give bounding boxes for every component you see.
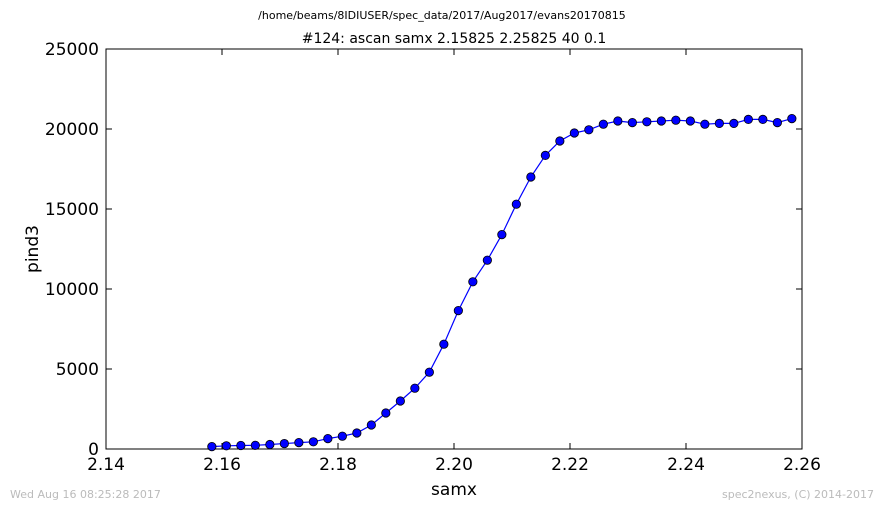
data-point <box>279 438 289 449</box>
data-point <box>700 119 710 129</box>
x-axis: 2.14 2.16 2.18 2.20 2.22 2.24 2.26 <box>87 49 821 475</box>
data-point <box>743 114 753 125</box>
data-point <box>439 339 449 349</box>
data-point <box>221 441 231 451</box>
x-axis-label: samx <box>431 480 477 500</box>
data-point <box>337 431 347 441</box>
y-axis-label: pind3 <box>23 225 43 273</box>
file-path: /home/beams/8IDIUSER/spec_data/2017/Aug2… <box>258 9 626 22</box>
series-line <box>211 118 793 448</box>
data-point <box>424 367 434 377</box>
data-point <box>482 255 492 265</box>
data-point <box>685 116 695 126</box>
data-point <box>729 118 739 129</box>
data-point <box>265 439 275 450</box>
y-tick-label: 15000 <box>45 200 99 220</box>
x-tick-label: 2.14 <box>87 455 125 475</box>
series-pind3 <box>207 114 797 452</box>
y-tick-label: 10000 <box>45 280 99 300</box>
data-point <box>250 440 260 450</box>
data-point <box>613 116 623 126</box>
data-point <box>323 433 333 444</box>
data-point <box>584 125 594 135</box>
y-tick-label: 5000 <box>56 360 99 380</box>
data-point <box>642 117 652 127</box>
data-point <box>410 383 420 393</box>
data-point <box>381 408 391 418</box>
data-point <box>294 437 304 448</box>
data-point <box>627 118 637 128</box>
data-point <box>395 396 405 406</box>
x-tick-label: 2.20 <box>435 455 473 475</box>
data-point <box>555 136 565 146</box>
data-point <box>511 199 521 209</box>
timestamp: Wed Aug 16 08:25:28 2017 <box>10 488 161 501</box>
data-point <box>366 420 376 430</box>
credit: spec2nexus, (C) 2014-2017 <box>722 488 874 501</box>
x-tick-label: 2.26 <box>783 455 821 475</box>
chart-title: #124: ascan samx 2.15825 2.25825 40 0.1 <box>302 31 607 47</box>
data-point <box>236 440 246 451</box>
data-point <box>714 118 724 129</box>
data-point <box>453 305 463 316</box>
x-tick-label: 2.16 <box>203 455 241 475</box>
y-axis: 0 5000 10000 15000 20000 25000 <box>45 40 802 460</box>
x-tick-label: 2.22 <box>551 455 589 475</box>
data-point <box>352 428 362 438</box>
data-point <box>308 437 318 447</box>
data-point <box>598 119 608 129</box>
data-point <box>468 277 478 287</box>
data-point <box>772 118 782 128</box>
y-tick-label: 0 <box>88 440 99 460</box>
y-tick-label: 25000 <box>45 40 99 60</box>
y-tick-label: 20000 <box>45 120 99 140</box>
x-tick-label: 2.24 <box>667 455 705 475</box>
data-point <box>569 128 579 138</box>
x-tick-label: 2.18 <box>319 455 357 475</box>
data-point <box>207 441 217 452</box>
data-point <box>526 172 536 182</box>
data-point <box>656 116 666 126</box>
data-point <box>540 150 550 160</box>
data-point <box>497 230 507 240</box>
plot-area <box>105 48 803 450</box>
data-point <box>758 114 768 125</box>
data-point <box>787 114 797 124</box>
data-point <box>671 115 681 125</box>
